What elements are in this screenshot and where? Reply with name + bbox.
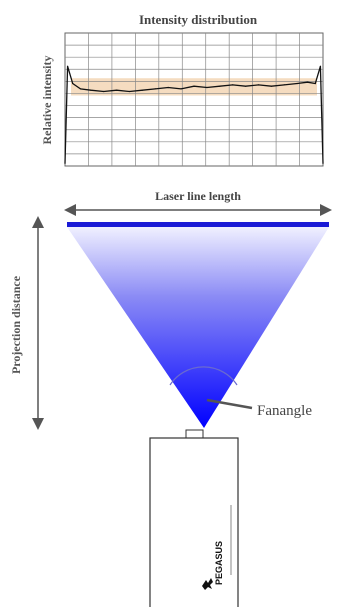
intensity-point [116,89,118,91]
intensity-point [322,162,324,164]
intensity-point [167,86,169,89]
intensity-point [306,81,309,83]
intensity-point [72,82,74,85]
intensity-point [66,65,69,67]
intensity-point [103,90,105,93]
fan-angle-arc [169,366,238,386]
pegasus-emblem-icon [202,578,213,590]
chart-title: Intensity distribution [139,12,258,27]
brand-text: PEGASUS [214,541,224,585]
intensity-point [296,82,298,85]
intensity-point [141,89,143,91]
intensity-point [245,85,247,87]
intensity-point [283,84,285,86]
laser-nozzle [185,429,204,439]
intensity-point [64,162,66,164]
intensity-point [270,85,272,87]
distance-label: Projection distance [9,275,23,374]
intensity-point [319,65,322,67]
intensity-point [180,88,182,90]
intensity-point [128,90,131,93]
intensity-point [206,86,208,89]
intensity-point [193,85,195,87]
intensity-point [154,88,156,90]
intensity-point [257,84,260,86]
intensity-point [232,84,234,86]
laser-line [67,222,329,227]
laser-module-body [149,437,239,607]
chart-ylabel: Relative intensity [40,56,54,145]
intensity-point [314,82,316,85]
intensity-point [90,89,92,91]
intensity-point [79,88,82,90]
plot-frame [64,32,324,167]
fan-angle-pointer [206,398,253,410]
length-label: Laser line length [155,189,241,203]
fan-angle-label: Fanangle [257,403,312,419]
laser-fan-beam [67,227,329,428]
pegasus-logo: PEGASUS [214,541,224,585]
intensity-band [71,78,317,96]
intensity-point [219,85,221,87]
intensity-plot [64,32,324,167]
